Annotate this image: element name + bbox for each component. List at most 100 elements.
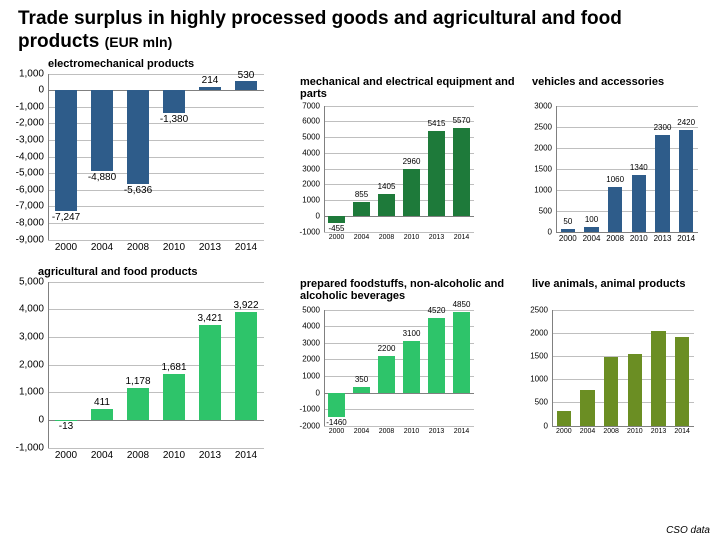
bar <box>91 409 113 420</box>
grid-line <box>556 106 698 107</box>
x-tick-label: 2004 <box>354 428 370 435</box>
x-tick-label: 2004 <box>580 428 596 435</box>
y-tick-label: 2000 <box>530 328 548 337</box>
y-tick-label: 0 <box>38 85 44 96</box>
y-axis-line <box>324 106 325 232</box>
y-tick-label: -2000 <box>300 421 320 430</box>
x-tick-label: 2008 <box>606 234 624 243</box>
y-axis-line <box>556 106 557 232</box>
grid-line <box>48 282 264 283</box>
grid-line <box>48 140 264 141</box>
grid-line <box>552 379 694 380</box>
chart-area: 0500100015002000250020002004200820102013… <box>528 306 708 442</box>
y-tick-label: 2,000 <box>19 359 44 370</box>
chart-title: prepared foodstuffs, non-alcoholic and a… <box>296 278 516 306</box>
bar <box>328 216 345 223</box>
grid-line <box>48 107 264 108</box>
bar-value-label: 3,421 <box>197 313 222 324</box>
grid-line <box>324 169 474 170</box>
y-tick-label: -1,000 <box>16 101 44 112</box>
x-tick-label: 2010 <box>163 242 185 253</box>
bar-value-label: -7,247 <box>52 212 80 223</box>
y-tick-label: 4000 <box>302 322 320 331</box>
bar <box>675 337 689 426</box>
page-title: Trade surplus in highly processed goods … <box>0 0 720 56</box>
chart-title: agricultural and food products <box>8 266 278 278</box>
y-tick-label: 500 <box>535 398 548 407</box>
x-tick-label: 2014 <box>235 242 257 253</box>
y-tick-label: 1500 <box>530 352 548 361</box>
x-tick-label: 2008 <box>379 234 395 241</box>
bar <box>403 341 420 392</box>
bar <box>651 331 665 426</box>
grid-line <box>324 359 474 360</box>
y-tick-label: -8,000 <box>16 218 44 229</box>
x-tick-label: 2004 <box>354 234 370 241</box>
grid-line <box>48 309 264 310</box>
grid-line <box>552 310 694 311</box>
y-tick-label: 4000 <box>302 148 320 157</box>
chart-prepared: prepared foodstuffs, non-alcoholic and a… <box>296 278 516 468</box>
y-tick-label: 2000 <box>302 180 320 189</box>
bar-value-label: 2300 <box>654 123 672 132</box>
y-tick-label: 7000 <box>302 101 320 110</box>
bar <box>580 390 594 425</box>
bar <box>235 312 257 421</box>
bar-value-label: 214 <box>202 75 219 86</box>
chart-area: 0500100015002000250030005020001002004106… <box>528 102 708 248</box>
chart-vehicles: vehicles and accessories 050010001500200… <box>528 76 708 260</box>
grid-line <box>48 240 264 241</box>
x-tick-label: 2000 <box>55 450 77 461</box>
row-1: electromechanical products -9,000-8,000-… <box>0 58 720 260</box>
bar <box>163 90 185 113</box>
bar-value-label: 4520 <box>428 306 446 315</box>
x-tick-label: 2004 <box>91 450 113 461</box>
x-tick-label: 2013 <box>199 242 221 253</box>
bar-value-label: 530 <box>238 70 255 81</box>
bar-value-label: 1340 <box>630 163 648 172</box>
bar-value-label: 1060 <box>606 175 624 184</box>
x-tick-label: 2000 <box>329 428 345 435</box>
zero-line <box>324 393 474 394</box>
y-tick-label: 3000 <box>302 338 320 347</box>
zero-line <box>48 90 264 91</box>
bar-value-label: -13 <box>59 421 73 432</box>
bar-value-label: 2200 <box>378 344 396 353</box>
x-tick-label: 2000 <box>55 242 77 253</box>
y-tick-label: 1,000 <box>19 68 44 79</box>
bar-value-label: 1,681 <box>161 362 186 373</box>
y-tick-label: 5,000 <box>19 276 44 287</box>
bar-value-label: 855 <box>355 190 368 199</box>
y-tick-label: 500 <box>539 206 552 215</box>
zero-line <box>48 420 264 421</box>
bar <box>608 187 622 232</box>
x-tick-label: 2010 <box>404 428 420 435</box>
grid-line <box>48 157 264 158</box>
x-tick-label: 2008 <box>379 428 395 435</box>
grid-line <box>48 448 264 449</box>
y-tick-label: 2000 <box>302 355 320 364</box>
bar <box>328 393 345 417</box>
x-tick-label: 2014 <box>454 234 470 241</box>
grid-line <box>556 190 698 191</box>
grid-line <box>552 333 694 334</box>
grid-line <box>324 232 474 233</box>
bar-value-label: -455 <box>328 224 344 233</box>
grid-line <box>324 343 474 344</box>
grid-line <box>48 365 264 366</box>
grid-line <box>556 211 698 212</box>
x-tick-label: 2008 <box>127 242 149 253</box>
y-tick-label: 1000 <box>302 196 320 205</box>
x-tick-label: 2013 <box>429 428 445 435</box>
y-tick-label: -1,000 <box>16 442 44 453</box>
y-tick-label: 1500 <box>534 164 552 173</box>
x-tick-label: 2000 <box>556 428 572 435</box>
y-tick-label: -1000 <box>300 227 320 236</box>
bar <box>453 312 470 392</box>
x-tick-label: 2008 <box>127 450 149 461</box>
grid-line <box>324 376 474 377</box>
grid-line <box>48 223 264 224</box>
y-tick-label: 0 <box>316 211 320 220</box>
bar <box>378 194 395 216</box>
bar <box>428 131 445 216</box>
